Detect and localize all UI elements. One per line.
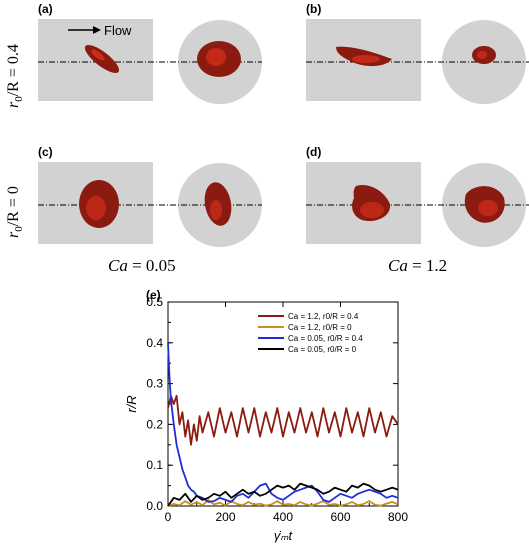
row-label-bottom-rest: /R = 0 (5, 186, 22, 227)
y-tick-label: 0.0 (146, 499, 163, 513)
plot-area: 0 200 400 600 800 0.0 0.1 0.2 0.3 0.4 0.5 γ̇ₘt r/R Ca… (124, 295, 408, 543)
y-axis-label: r/R (124, 395, 139, 412)
column-label-left: Ca = 0.05 (108, 256, 176, 276)
column-label-right-rest: = 1.2 (407, 256, 448, 275)
x-axis-label: γ̇ₘt (274, 528, 294, 543)
x-tick-label: 800 (388, 510, 408, 524)
series-line-2 (167, 342, 399, 503)
y-tick-label: 0.4 (146, 336, 163, 350)
y-tick-label: 0.5 (146, 295, 163, 309)
series-line-3 (167, 482, 399, 507)
y-tick-label: 0.3 (146, 377, 163, 391)
panel-label-b: (b) (306, 2, 322, 16)
panel-label-e: (e) (146, 288, 161, 302)
flow-arrow-icon (93, 26, 101, 34)
panel-c-droplet-highlight (86, 196, 106, 220)
row-label-top-rest: /R = 0.4 (5, 44, 22, 97)
panel-label-d: (d) (306, 145, 322, 159)
line-chart: 0 200 400 600 800 0.0 0.1 0.2 0.3 0.4 0.5 γ̇ₘt r/R Ca… (124, 295, 408, 543)
panel-a-droplet-highlight (91, 49, 105, 61)
panel-d-droplet-highlight (360, 202, 384, 218)
x-tick-label: 200 (215, 510, 235, 524)
series-line-0 (167, 394, 399, 446)
panel-c-droplet-cross-highlight (210, 200, 222, 220)
column-label-right-var: Ca (388, 256, 408, 275)
row-label-bottom: r0/R = 0 (5, 186, 25, 238)
row-label-bottom-sub: 0 (13, 226, 26, 232)
row-label-bottom-var: r (5, 231, 22, 238)
column-label-left-var: Ca (108, 256, 128, 275)
legend-label-0: Ca = 1.2, r0/R = 0.4 (288, 312, 359, 321)
legend-label-2: Ca = 0.05, r0/R = 0.4 (288, 334, 363, 343)
y-tick-label: 0.2 (146, 417, 163, 431)
panel-b-droplet-cross-highlight (477, 51, 487, 59)
plot-frame (167, 301, 399, 507)
row-label-top-sub: 0 (13, 96, 26, 102)
panel-a-droplet-cross-highlight (206, 48, 226, 66)
panel-d-image (306, 162, 529, 247)
panel-label-a: (a) (38, 2, 53, 16)
y-tick-label: 0.1 (146, 458, 163, 472)
column-label-right: Ca = 1.2 (388, 256, 447, 276)
panel-a-image (38, 19, 262, 104)
panel-b-droplet-highlight (352, 55, 380, 63)
column-label-left-rest: = 0.05 (127, 256, 176, 275)
panel-d-droplet-cross-highlight (478, 200, 498, 216)
x-tick-label: 600 (330, 510, 350, 524)
panel-c-image (38, 162, 262, 247)
panel-label-c: (c) (38, 145, 53, 159)
panel-b-image (306, 19, 529, 104)
row-label-top: r0/R = 0.4 (5, 44, 25, 108)
legend-label-3: Ca = 0.05, r0/R = 0 (288, 345, 357, 354)
x-tick-label: 0 (165, 510, 172, 524)
series-line-1 (167, 498, 399, 507)
row-label-top-var: r (5, 101, 22, 108)
legend-label-1: Ca = 1.2, r0/R = 0 (288, 323, 352, 332)
flow-label: Flow (104, 23, 132, 38)
x-tick-label: 400 (273, 510, 293, 524)
